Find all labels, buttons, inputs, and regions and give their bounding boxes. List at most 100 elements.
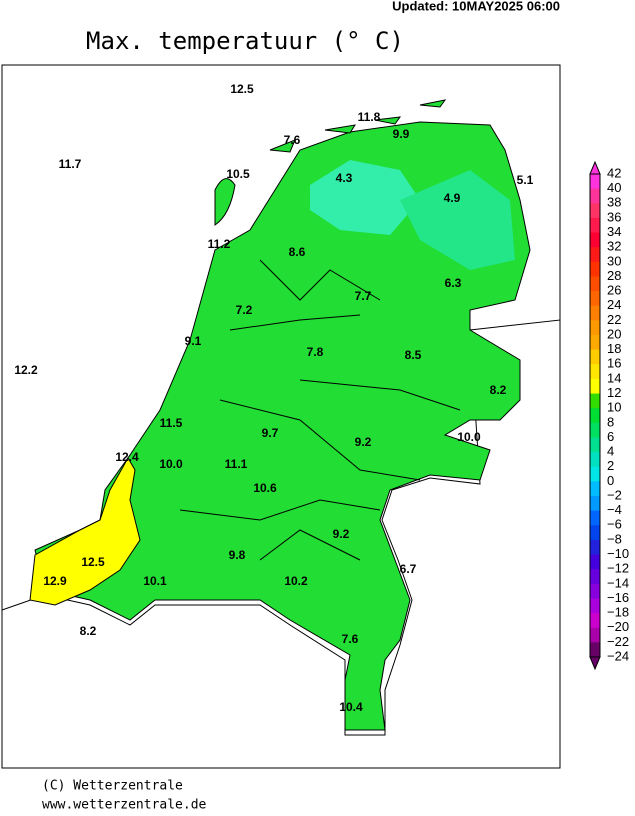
colorbar-label: 34 bbox=[607, 224, 621, 239]
station-value: 9.2 bbox=[333, 527, 350, 541]
station-value: 12.2 bbox=[14, 363, 38, 377]
updated: Updated: 10MAY2025 06:00 bbox=[392, 0, 560, 13]
colorbar-cell bbox=[590, 496, 600, 512]
station-value: 11.7 bbox=[59, 157, 82, 171]
station-value: 10.1 bbox=[143, 574, 167, 588]
colorbar-label: −24 bbox=[607, 648, 629, 663]
station-value: 7.6 bbox=[284, 133, 301, 147]
station-value: 9.8 bbox=[229, 548, 246, 562]
colorbar-label: −6 bbox=[607, 517, 622, 532]
colorbar-frame bbox=[589, 173, 601, 658]
colorbar-cap bbox=[589, 160, 601, 175]
url: www.wetterzentrale.de bbox=[42, 798, 207, 813]
station-value: 4.9 bbox=[444, 191, 461, 205]
colorbar-cell bbox=[590, 203, 600, 219]
colorbar-label: 8 bbox=[607, 414, 614, 429]
station-value: 9.7 bbox=[262, 426, 279, 440]
station-value: 8.2 bbox=[80, 624, 97, 638]
colorbar-label: 42 bbox=[607, 165, 621, 180]
colorbar-cell bbox=[590, 642, 600, 658]
station-value: 9.9 bbox=[393, 127, 410, 141]
colorbar-label: 38 bbox=[607, 195, 621, 210]
colorbar-label: 18 bbox=[607, 341, 621, 356]
station-value: 5.1 bbox=[517, 173, 534, 187]
colorbar-cell bbox=[590, 525, 600, 541]
colorbar-label: −10 bbox=[607, 546, 629, 561]
colorbar-label: 16 bbox=[607, 356, 621, 371]
colorbar-cell bbox=[590, 466, 600, 482]
colorbar-cell bbox=[590, 276, 600, 292]
colorbar-cell bbox=[590, 378, 600, 395]
station-value: 10.0 bbox=[159, 457, 183, 471]
colorbar-label: −14 bbox=[607, 575, 629, 590]
station-value: 7.7 bbox=[355, 289, 372, 303]
station-value: 10.2 bbox=[284, 574, 308, 588]
colorbar-cell bbox=[590, 232, 600, 248]
colorbar-label: 26 bbox=[607, 283, 621, 298]
station-value: 12.4 bbox=[115, 450, 139, 464]
colorbar-label: −4 bbox=[607, 502, 622, 517]
colorbar-label: 10 bbox=[607, 400, 621, 415]
colorbar-label: 32 bbox=[607, 239, 621, 254]
colorbar-cell bbox=[590, 481, 600, 497]
station-value: 11.2 bbox=[208, 237, 231, 251]
station-value: 10.6 bbox=[253, 481, 277, 495]
colorbar-cell bbox=[590, 437, 600, 453]
colorbar-label: 40 bbox=[607, 180, 621, 195]
colorbar-cell bbox=[590, 261, 600, 277]
colorbar-label: −8 bbox=[607, 531, 622, 546]
colorbar-cell bbox=[590, 305, 600, 321]
colorbar-label: 24 bbox=[607, 297, 621, 312]
colorbar-cell bbox=[590, 408, 600, 424]
colorbar-cell bbox=[590, 422, 600, 438]
colorbar-cell bbox=[590, 569, 600, 585]
station-value: 9.1 bbox=[185, 334, 202, 348]
colorbar-label: 20 bbox=[607, 326, 621, 341]
colorbar-cell bbox=[590, 174, 600, 190]
colorbar-cell bbox=[590, 539, 600, 556]
colorbar-cell bbox=[590, 627, 600, 643]
colorbar-cell bbox=[590, 335, 600, 351]
colorbar-label: −20 bbox=[607, 619, 629, 634]
copyright: (C) Wetterzentrale bbox=[42, 779, 183, 794]
colorbar-cell bbox=[590, 452, 600, 468]
land bbox=[1, 99, 561, 769]
colorbar-label: 36 bbox=[607, 209, 621, 224]
colorbar-label: 0 bbox=[607, 473, 614, 488]
colorbar-cell bbox=[590, 364, 600, 380]
colorbar-label: −16 bbox=[607, 590, 629, 605]
station-value: 11.5 bbox=[160, 416, 183, 430]
colorbar-cell bbox=[590, 247, 600, 263]
station-value: 6.7 bbox=[400, 562, 417, 576]
colorbar-cap bbox=[589, 656, 601, 671]
colorbar-cell bbox=[590, 554, 600, 570]
colorbar-label: −12 bbox=[607, 561, 629, 576]
colorbar-cell bbox=[590, 320, 600, 336]
station-value: 4.3 bbox=[336, 171, 353, 185]
station-value: 8.2 bbox=[490, 383, 507, 397]
station-value: 12.5 bbox=[81, 555, 105, 569]
colorbar-label: 30 bbox=[607, 253, 621, 268]
station-value: 11.1 bbox=[225, 457, 248, 471]
station-value: 11.8 bbox=[358, 110, 381, 124]
colorbar-cell bbox=[590, 188, 600, 204]
station-value: 8.5 bbox=[405, 348, 422, 362]
colorbar-label: 2 bbox=[607, 458, 614, 473]
station-value: 10.5 bbox=[226, 167, 250, 181]
colorbar-label: −2 bbox=[607, 487, 622, 502]
station-value: 7.8 bbox=[307, 345, 324, 359]
colorbar-cell bbox=[590, 510, 600, 526]
colorbar-label: 22 bbox=[607, 312, 621, 327]
station-value: 7.2 bbox=[236, 303, 253, 317]
colorbar-label: −22 bbox=[607, 634, 629, 649]
colorbar-label: 4 bbox=[607, 444, 614, 459]
colorbar-cell bbox=[590, 349, 600, 365]
colorbar-label: 28 bbox=[607, 268, 621, 283]
colorbar-label: 14 bbox=[607, 370, 621, 385]
colorbar-cell bbox=[590, 217, 600, 234]
station-value: 10.0 bbox=[457, 430, 481, 444]
station-value: 12.9 bbox=[43, 574, 67, 588]
station-value: 8.6 bbox=[289, 245, 306, 259]
colorbar-cell bbox=[590, 613, 600, 629]
